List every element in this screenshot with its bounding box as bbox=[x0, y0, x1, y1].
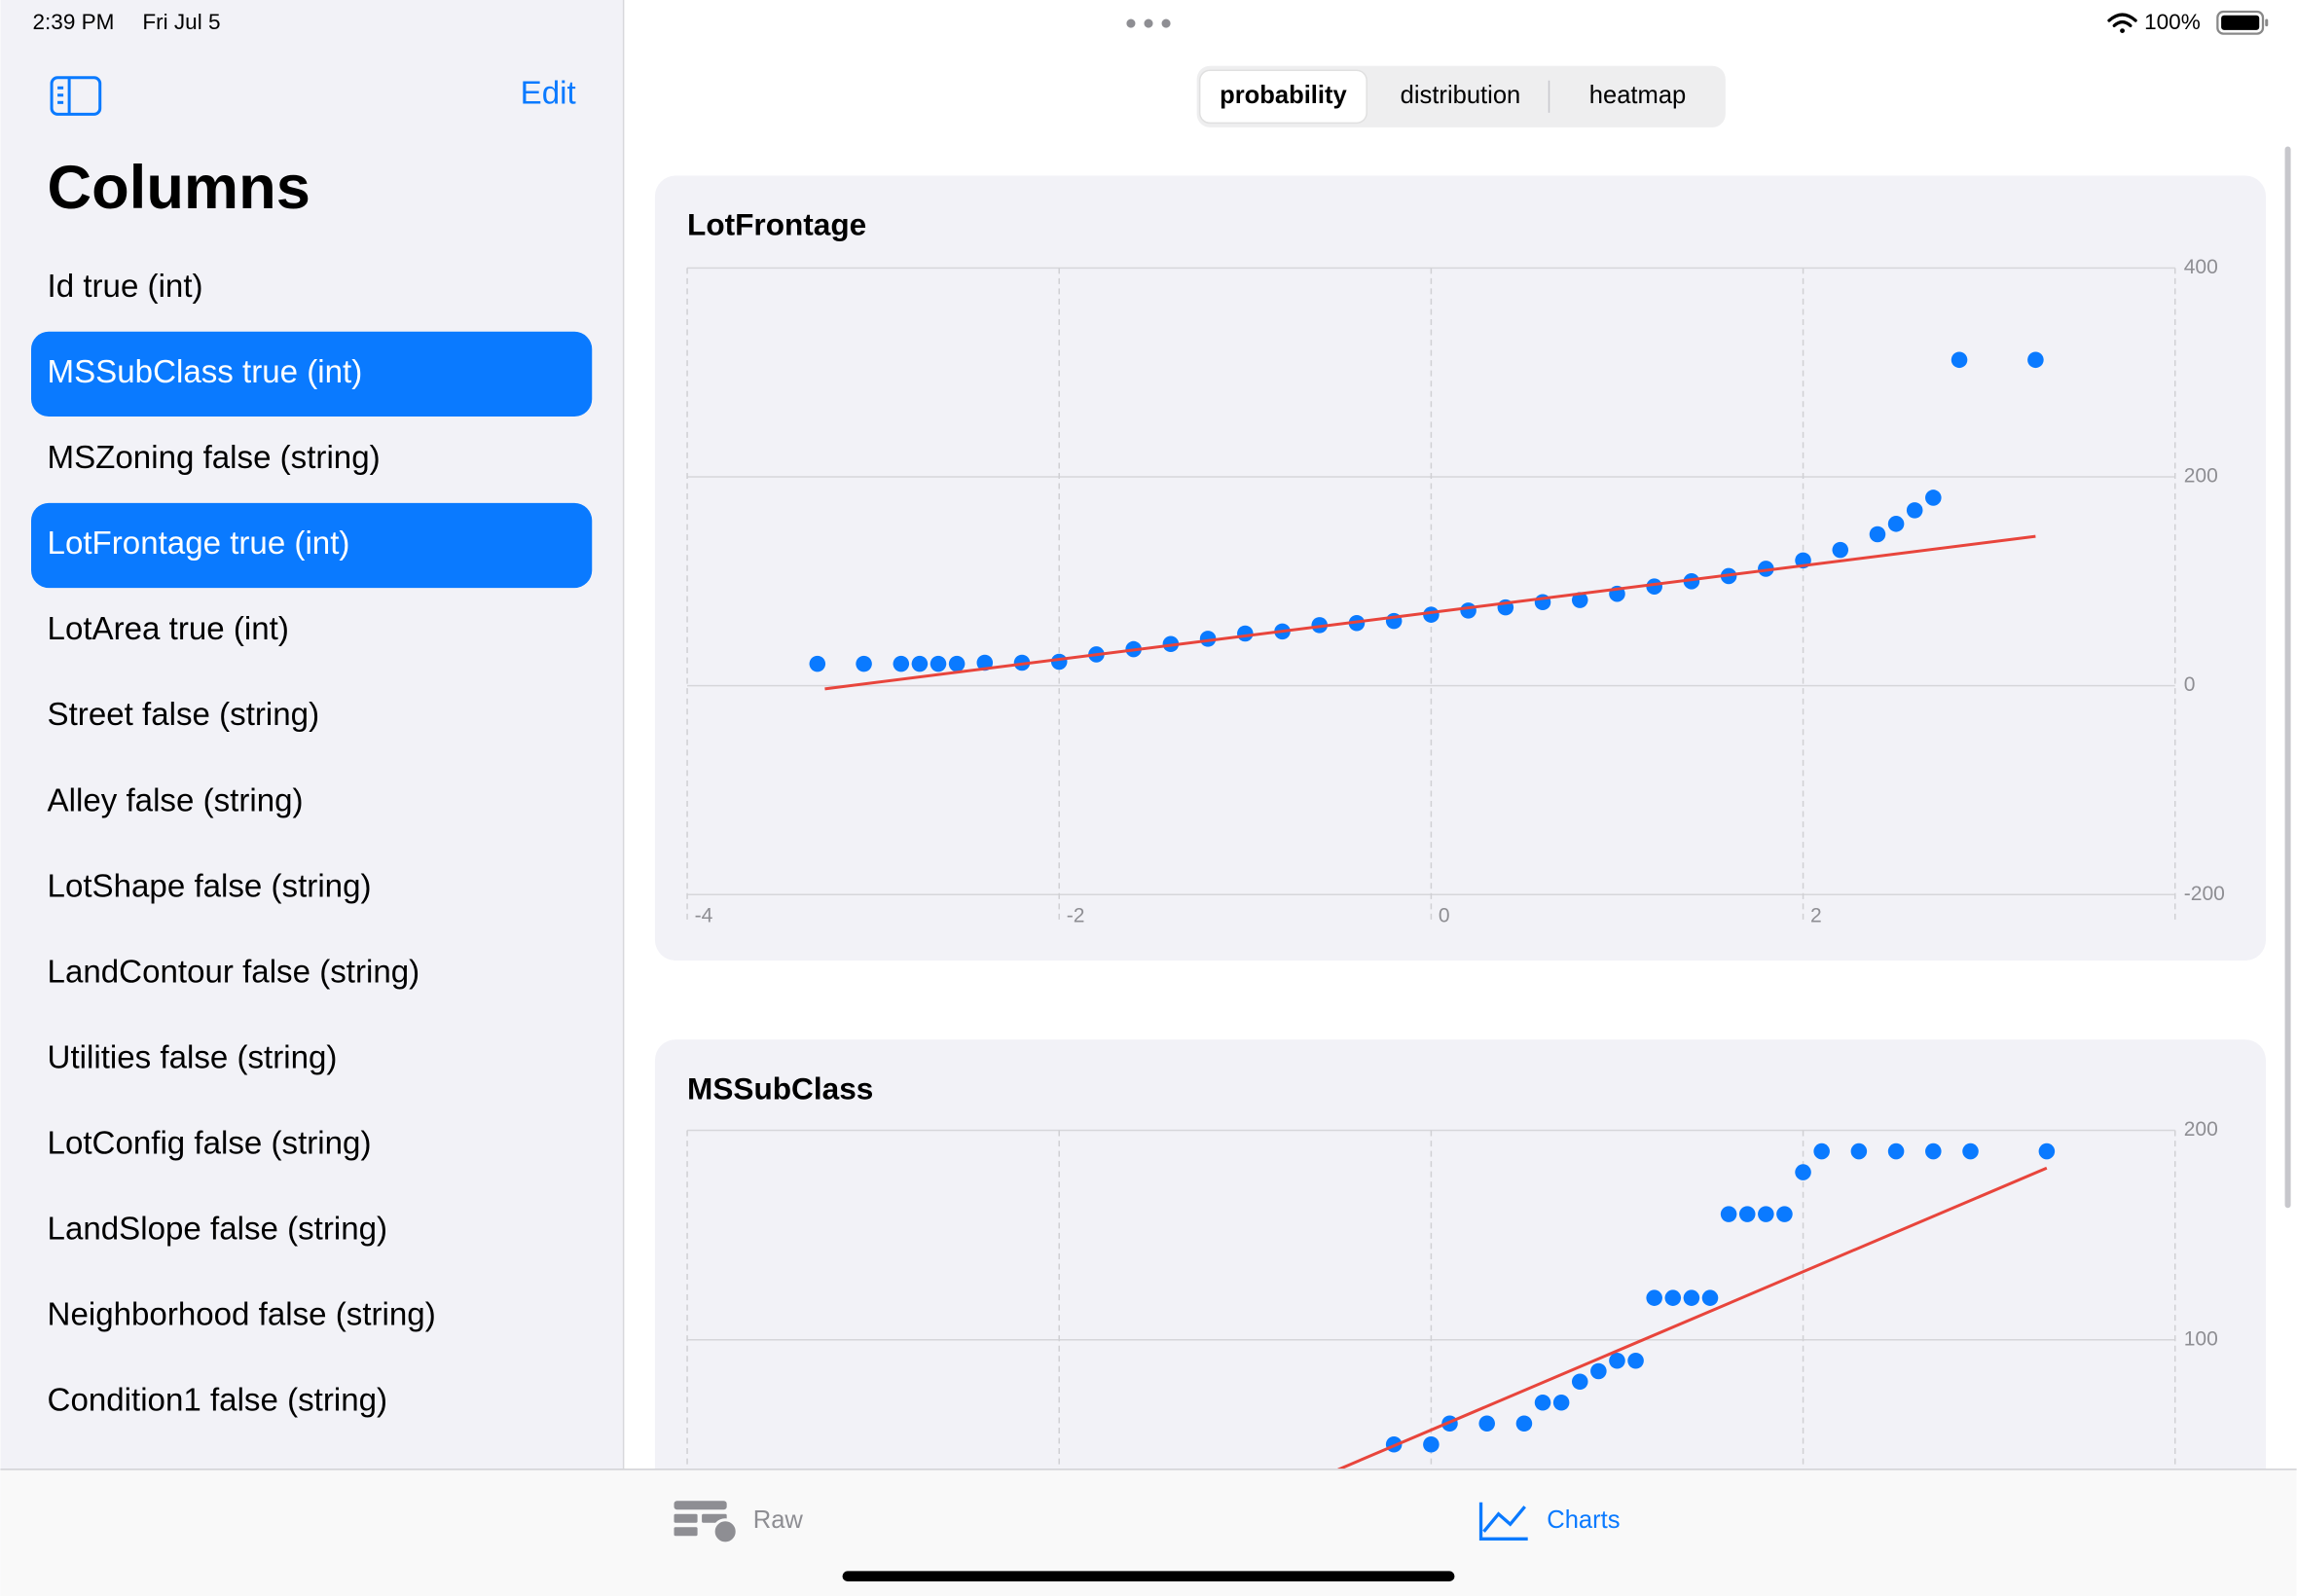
point bbox=[1869, 526, 1886, 543]
charts-icon bbox=[1478, 1502, 1528, 1541]
column-row[interactable]: LotConfig false (string) bbox=[48, 1125, 372, 1161]
battery-text: 100% bbox=[2144, 10, 2201, 34]
selected-row bbox=[31, 502, 593, 589]
point bbox=[1738, 1206, 1756, 1222]
point bbox=[1776, 1206, 1793, 1222]
status-time: 2:39 PM bbox=[33, 10, 115, 34]
edit-button[interactable]: Edit bbox=[521, 76, 576, 112]
point bbox=[1571, 1373, 1588, 1391]
x-tick-label: -4 bbox=[695, 904, 713, 926]
column-row[interactable]: Street false (string) bbox=[48, 697, 320, 733]
point bbox=[1423, 1436, 1440, 1453]
point bbox=[1646, 1289, 1662, 1306]
point bbox=[1906, 502, 1923, 519]
point bbox=[2038, 1143, 2056, 1160]
y-tick-label: 400 bbox=[2184, 256, 2218, 278]
point bbox=[856, 655, 872, 672]
point bbox=[911, 655, 929, 672]
point bbox=[1758, 561, 1774, 577]
point bbox=[930, 655, 947, 672]
point bbox=[1683, 1289, 1700, 1306]
point bbox=[1701, 1289, 1719, 1306]
point bbox=[1887, 1143, 1905, 1160]
point bbox=[1832, 541, 1849, 559]
point bbox=[1460, 602, 1477, 619]
point bbox=[1627, 1352, 1644, 1369]
column-row[interactable]: LotFrontage true (int) bbox=[48, 526, 350, 562]
y-tick-label: 200 bbox=[2184, 1118, 2218, 1141]
x-tick-label: -2 bbox=[1067, 904, 1085, 926]
chart-title: MSSubClass bbox=[687, 1070, 873, 1106]
selected-row bbox=[31, 331, 593, 417]
point bbox=[1683, 573, 1700, 590]
y-tick-label: 0 bbox=[2184, 673, 2196, 696]
column-row[interactable]: LotArea true (int) bbox=[48, 611, 289, 647]
column-row[interactable]: Neighborhood false (string) bbox=[48, 1296, 436, 1332]
column-row[interactable]: Condition1 false (string) bbox=[48, 1382, 388, 1418]
point bbox=[1199, 631, 1217, 647]
y-tick-label: -200 bbox=[2184, 883, 2225, 905]
point bbox=[1795, 1164, 1811, 1180]
point bbox=[1925, 490, 1942, 506]
point bbox=[1534, 1394, 1551, 1411]
fit-line bbox=[1337, 1166, 2048, 1471]
column-row[interactable]: Alley false (string) bbox=[48, 782, 304, 818]
point bbox=[1571, 592, 1588, 608]
tab[interactable]: Raw bbox=[753, 1506, 804, 1534]
sidebar-toggle[interactable] bbox=[50, 76, 102, 116]
point bbox=[809, 655, 826, 672]
point bbox=[1951, 351, 1968, 369]
home-indicator bbox=[842, 1571, 1455, 1581]
point bbox=[1478, 1415, 1495, 1433]
point bbox=[1850, 1143, 1868, 1160]
tab[interactable]: Charts bbox=[1547, 1506, 1620, 1534]
wifi-icon bbox=[2107, 13, 2137, 34]
point bbox=[1664, 1289, 1682, 1306]
chart-card bbox=[654, 175, 2266, 961]
point bbox=[1050, 653, 1068, 671]
y-tick-label: 100 bbox=[2184, 1327, 2218, 1350]
sidebar bbox=[0, 0, 623, 1596]
raw-icon bbox=[674, 1501, 739, 1545]
column-row[interactable]: LandSlope false (string) bbox=[48, 1211, 388, 1247]
point bbox=[1609, 1352, 1625, 1369]
point bbox=[1237, 625, 1254, 642]
column-row[interactable]: MSSubClass true (int) bbox=[48, 354, 363, 390]
battery-icon bbox=[2216, 10, 2269, 35]
status-date: Fri Jul 5 bbox=[142, 10, 220, 34]
point bbox=[1887, 516, 1905, 532]
point bbox=[948, 655, 966, 672]
segment[interactable]: probability bbox=[1220, 82, 1347, 109]
point bbox=[1552, 1394, 1570, 1411]
more-dots[interactable] bbox=[1126, 18, 1171, 28]
point bbox=[1962, 1143, 1979, 1160]
column-row[interactable]: Id true (int) bbox=[48, 269, 203, 305]
point bbox=[1813, 1143, 1830, 1160]
x-tick-label: 2 bbox=[1810, 904, 1822, 926]
point bbox=[1515, 1415, 1533, 1433]
point bbox=[1423, 606, 1440, 623]
x-tick-label: 0 bbox=[1439, 904, 1450, 926]
chart-title: LotFrontage bbox=[687, 207, 866, 242]
segment-selected bbox=[1198, 69, 1367, 125]
point bbox=[1720, 1206, 1737, 1222]
scrollbar bbox=[2284, 146, 2291, 1209]
column-row[interactable]: Utilities false (string) bbox=[48, 1039, 338, 1075]
point bbox=[893, 655, 910, 672]
sidebar-title: Columns bbox=[48, 154, 310, 222]
chart-card bbox=[654, 1039, 2266, 1596]
column-row[interactable]: LandContour false (string) bbox=[48, 954, 420, 990]
segment[interactable]: distribution bbox=[1401, 82, 1521, 109]
point bbox=[2027, 351, 2044, 369]
point bbox=[1925, 1143, 1942, 1160]
y-tick-label: 200 bbox=[2184, 465, 2218, 488]
fit-line bbox=[824, 534, 2036, 691]
column-row[interactable]: LotShape false (string) bbox=[48, 868, 372, 904]
point bbox=[1758, 1206, 1774, 1222]
point bbox=[1590, 1362, 1607, 1380]
segment[interactable]: heatmap bbox=[1589, 82, 1686, 109]
column-row[interactable]: MSZoning false (string) bbox=[48, 440, 381, 476]
